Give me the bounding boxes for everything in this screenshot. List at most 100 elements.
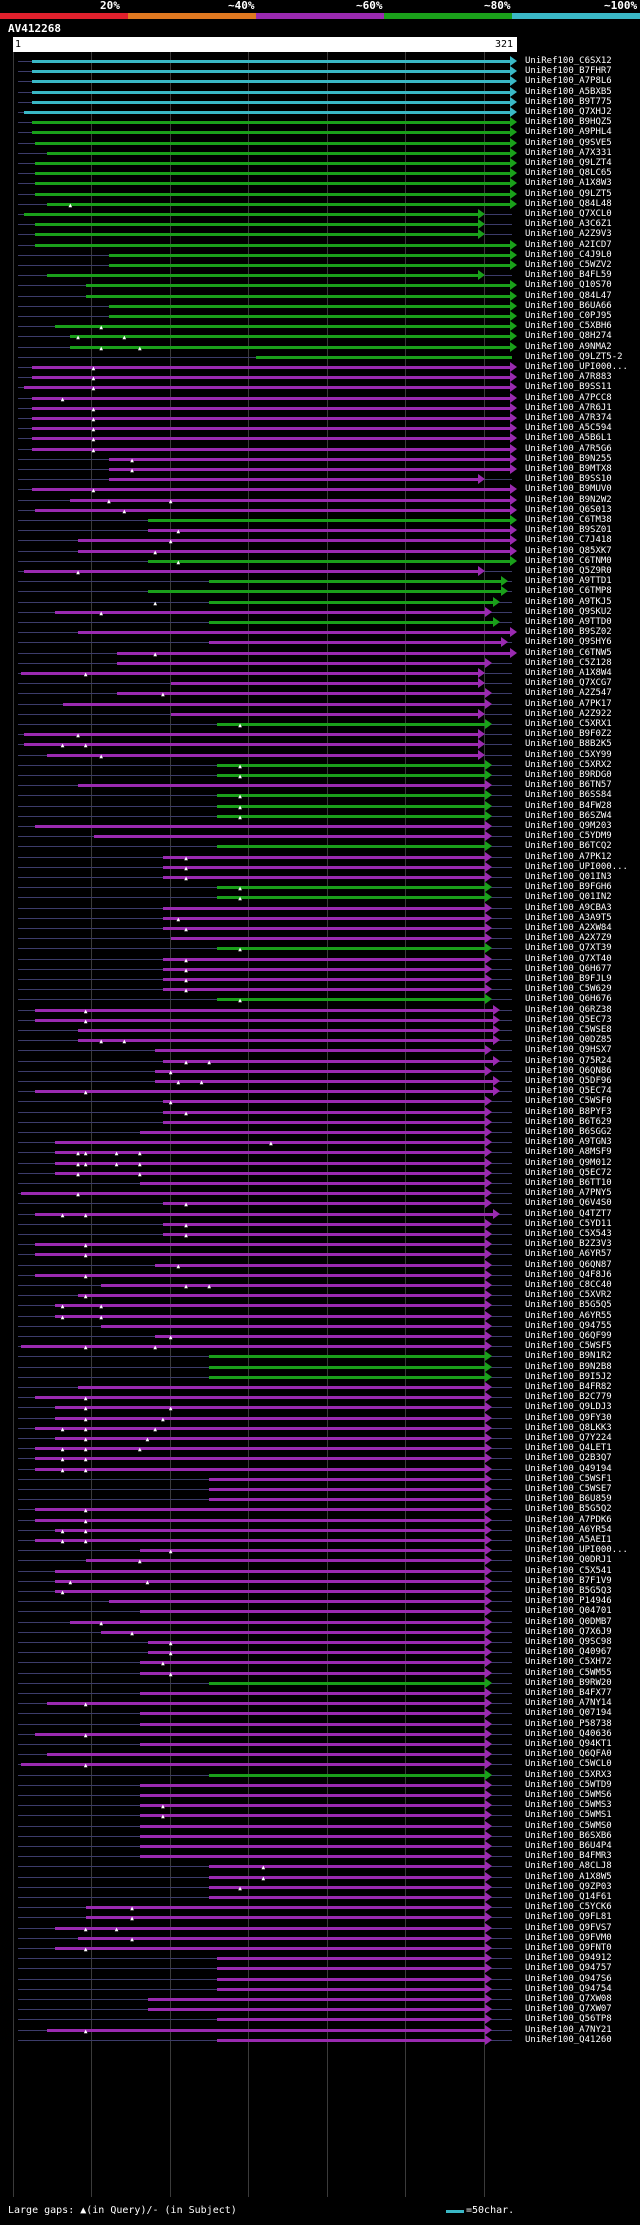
hit-row[interactable]: UniRef100_Q94754 [0,1984,640,1995]
hit-row[interactable]: UniRef100_C5YDM9 [0,831,640,842]
hit-label[interactable]: UniRef100_B4FX77 [525,1688,612,1698]
hit-label[interactable]: UniRef100_Q7XW07 [525,2004,612,2014]
alignment-bar[interactable] [34,172,512,175]
hit-label[interactable]: UniRef100_Q94912 [525,1953,612,1963]
hit-row[interactable]: ▲ UniRef100_Q7XT39 [0,943,640,954]
hit-row[interactable]: ▲ UniRef100_A5B6L1 [0,433,640,444]
alignment-bar[interactable] [31,70,512,73]
alignment-bar[interactable] [109,468,512,471]
hit-label[interactable]: UniRef100_Q5Z9R0 [525,566,612,576]
hit-label[interactable]: UniRef100_A8MSF9 [525,1147,612,1157]
hit-row[interactable]: ▲ UniRef100_B9N255 [0,454,640,465]
hit-row[interactable]: UniRef100_C5WMS0 [0,1821,640,1832]
hit-label[interactable]: UniRef100_C5WZV2 [525,260,612,270]
alignment-bar[interactable] [47,1753,488,1756]
hit-label[interactable]: UniRef100_A9PHL4 [525,127,612,137]
hit-label[interactable]: UniRef100_B6U859 [525,1494,612,1504]
hit-row[interactable]: ▲ ▲ UniRef100_A6YR54 [0,1525,640,1536]
hit-label[interactable]: UniRef100_Q8H274 [525,331,612,341]
hit-row[interactable]: UniRef100_A9PHL4 [0,127,640,138]
alignment-bar[interactable] [34,1519,488,1522]
hit-row[interactable]: ▲ UniRef100_A1X8W5 [0,1872,640,1883]
alignment-bar[interactable] [31,407,512,410]
alignment-bar[interactable] [55,1590,488,1593]
hit-label[interactable]: UniRef100_Q75R24 [525,1056,612,1066]
alignment-bar[interactable] [34,1508,488,1511]
hit-row[interactable]: ▲ UniRef100_Q6QN86 [0,1066,640,1077]
alignment-bar[interactable] [209,601,496,604]
hit-row[interactable]: ▲ ▲ UniRef100_B8B2K5 [0,739,640,750]
alignment-bar[interactable] [34,223,480,226]
alignment-bar[interactable] [163,1202,488,1205]
alignment-bar[interactable] [34,1427,488,1430]
alignment-bar[interactable] [62,703,488,706]
alignment-bar[interactable] [209,641,503,644]
hit-label[interactable]: UniRef100_P14946 [525,1596,612,1606]
hit-row[interactable]: UniRef100_A5BXB5 [0,87,640,98]
hit-row[interactable]: ▲ UniRef100_Q5EC73 [0,1015,640,1026]
hit-row[interactable]: UniRef100_B9SZ02 [0,627,640,638]
alignment-bar[interactable] [31,427,512,430]
hit-label[interactable]: UniRef100_Q7Y224 [525,1433,612,1443]
hit-label[interactable]: UniRef100_A9TKJ5 [525,597,612,607]
alignment-bar[interactable] [139,1182,488,1185]
alignment-bar[interactable] [31,417,512,420]
alignment-bar[interactable] [163,1223,488,1226]
hit-row[interactable]: ▲ ▲ UniRef100_A9NMA2 [0,342,640,353]
hit-label[interactable]: UniRef100_B6SS84 [525,790,612,800]
hit-label[interactable]: UniRef100_B5G5Q5 [525,1300,612,1310]
hit-label[interactable]: UniRef100_Q0DZ85 [525,1035,612,1045]
hit-row[interactable]: UniRef100_Q04701 [0,1606,640,1617]
hit-label[interactable]: UniRef100_A5AEI1 [525,1535,612,1545]
alignment-bar[interactable] [217,723,488,726]
hit-row[interactable]: ▲ ▲ UniRef100_Q49194 [0,1464,640,1475]
hit-label[interactable]: UniRef100_Q0DRJ1 [525,1555,612,1565]
hit-row[interactable]: ▲ ▲ ▲ UniRef100_Q8LKK3 [0,1423,640,1434]
alignment-bar[interactable] [139,1549,488,1552]
hit-label[interactable]: UniRef100_Q9FY30 [525,1413,612,1423]
hit-label[interactable]: UniRef100_B9FGH6 [525,882,612,892]
alignment-bar[interactable] [55,1417,488,1420]
hit-row[interactable]: ▲ UniRef100_Q9FNT0 [0,1943,640,1954]
alignment-bar[interactable] [55,1406,488,1409]
hit-label[interactable]: UniRef100_B2C779 [525,1392,612,1402]
alignment-bar[interactable] [209,1355,488,1358]
hit-label[interactable]: UniRef100_Q84L48 [525,199,612,209]
hit-row[interactable]: ▲ ▲ UniRef100_B5G5Q5 [0,1300,640,1311]
alignment-bar[interactable] [209,1774,488,1777]
alignment-bar[interactable] [155,1335,488,1338]
alignment-bar[interactable] [55,1315,488,1318]
hit-row[interactable]: ▲ UniRef100_B6SZW4 [0,811,640,822]
hit-label[interactable]: UniRef100_B8PYF3 [525,1107,612,1117]
hit-row[interactable]: ▲ UniRef100_C5W629 [0,984,640,995]
hit-row[interactable]: ▲ UniRef100_Q6V4S0 [0,1198,640,1209]
alignment-bar[interactable] [21,1192,488,1195]
hit-row[interactable]: ▲ UniRef100_Q9SKU2 [0,607,640,618]
alignment-bar[interactable] [70,1621,488,1624]
hit-row[interactable]: UniRef100_B4FMR3 [0,1851,640,1862]
hit-row[interactable]: ▲ UniRef100_Q85XK7 [0,546,640,557]
alignment-bar[interactable] [78,631,512,634]
hit-label[interactable]: UniRef100_C5XH72 [525,1657,612,1667]
alignment-bar[interactable] [147,560,512,563]
alignment-bar[interactable] [34,1274,488,1277]
alignment-bar[interactable] [78,784,488,787]
hit-row[interactable]: UniRef100_Q9LZT5 [0,189,640,200]
hit-label[interactable]: UniRef100_B6U4P4 [525,1841,612,1851]
hit-row[interactable]: UniRef100_Q9SHY6 [0,637,640,648]
hit-label[interactable]: UniRef100_Q6QN86 [525,1066,612,1076]
hit-row[interactable]: UniRef100_B6UA66 [0,301,640,312]
alignment-bar[interactable] [163,958,488,961]
alignment-bar[interactable] [155,1264,488,1267]
hit-row[interactable]: UniRef100_B6TCQ2 [0,841,640,852]
alignment-bar[interactable] [217,805,488,808]
alignment-bar[interactable] [34,1090,495,1093]
hit-row[interactable]: ▲ UniRef100_Q9ZP03 [0,1882,640,1893]
alignment-bar[interactable] [78,1937,488,1940]
hit-row[interactable]: UniRef100_P14946 [0,1596,640,1607]
hit-row[interactable]: ▲ UniRef100_B9SS11 [0,382,640,393]
hit-label[interactable]: UniRef100_Q6H677 [525,964,612,974]
hit-label[interactable]: UniRef100_A6YR55 [525,1311,612,1321]
hit-label[interactable]: UniRef100_C5YDM9 [525,831,612,841]
alignment-bar[interactable] [47,754,480,757]
